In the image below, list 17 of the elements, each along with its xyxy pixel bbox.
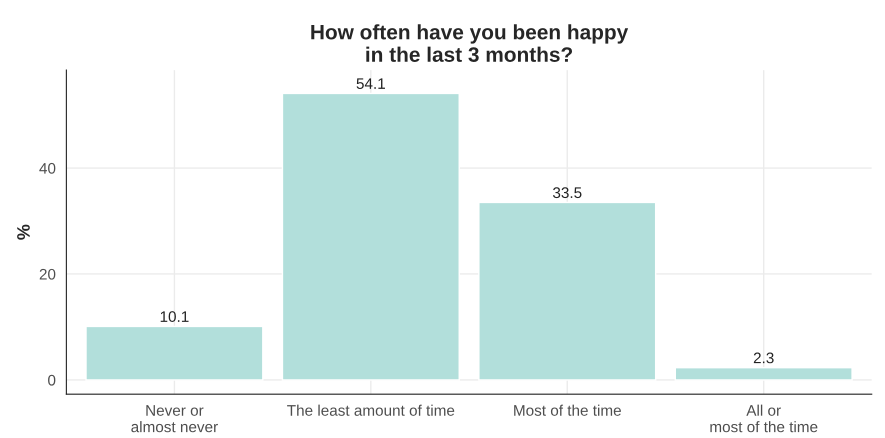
x-tick-label: All or most of the time <box>710 404 818 432</box>
x-tick-label: Never or almost never <box>131 405 218 432</box>
chart-title: How often have you been happy in the last 3 months? <box>311 24 628 62</box>
data-label: 54.1 <box>356 78 385 89</box>
bar <box>85 326 264 381</box>
x-tick-label: The least amount of time <box>287 404 454 416</box>
bar <box>478 202 656 381</box>
y-tick-label: 20 <box>40 268 56 280</box>
y-tick-label: 0 <box>48 374 56 386</box>
y-tick-label: 40 <box>39 162 56 174</box>
y-axis-title: % <box>17 224 30 240</box>
bar <box>282 92 460 381</box>
bar <box>674 367 853 381</box>
x-tick-label: Most of the time <box>514 404 621 416</box>
data-label: 10.1 <box>160 311 189 322</box>
data-label: 2.3 <box>754 352 774 364</box>
data-label: 33.5 <box>552 187 582 198</box>
